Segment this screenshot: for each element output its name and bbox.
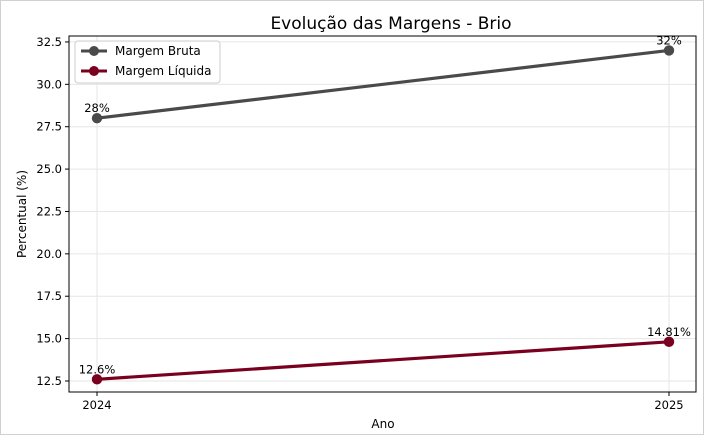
- x-tick-label: 2024: [82, 398, 111, 412]
- legend-marker-margem-liquida: [89, 66, 99, 76]
- y-tick-label: 22.5: [36, 204, 62, 218]
- legend: Margem Bruta Margem Líquida: [74, 40, 221, 84]
- legend-label-margem-liquida: Margem Líquida: [115, 64, 211, 78]
- y-tick-label: 12.5: [36, 374, 62, 388]
- plot-area: [68, 35, 697, 393]
- legend-box: [74, 40, 221, 84]
- data-point-margem-bruta: [663, 45, 675, 56]
- legend-label-margem-bruta: Margem Bruta: [115, 44, 201, 58]
- grid-lines: [69, 36, 696, 392]
- series-line-margem-bruta: [96, 48, 670, 120]
- x-axis-label: Ano: [371, 417, 394, 431]
- series-line-margem-liquida: [96, 340, 670, 381]
- y-axis-label: Percentual (%): [15, 170, 29, 258]
- y-tick-label: 32.5: [36, 35, 62, 49]
- y-tick-label: 27.5: [36, 120, 62, 134]
- data-point-margem-liquida: [91, 374, 103, 385]
- data-label-margem-liquida: 14.81%: [647, 325, 691, 339]
- legend-marker-margem-bruta: [89, 46, 99, 56]
- data-label-margem-liquida: 12.6%: [79, 362, 116, 376]
- axis-ticks: 12.5 15.0 17.5 20.0 22.5 25.0 27.5 30.0 32.5 2024…: [36, 35, 683, 412]
- y-tick-label: 20.0: [36, 247, 62, 261]
- x-tick-label: 2025: [654, 398, 683, 412]
- data-labels: 28% 32% 12.6% 14.81%: [79, 33, 691, 376]
- data-point-margem-liquida: [663, 336, 675, 348]
- y-tick-label: 25.0: [36, 162, 62, 176]
- data-point-margem-bruta: [91, 113, 103, 124]
- y-tick-label: 30.0: [36, 77, 62, 91]
- y-tick-label: 15.0: [36, 332, 62, 346]
- series-layer: [91, 45, 675, 385]
- data-label-margem-bruta: 32%: [656, 33, 682, 47]
- chart-title: Evolução das Margens - Brio: [270, 14, 511, 34]
- y-tick-label: 17.5: [36, 289, 62, 303]
- data-label-margem-bruta: 28%: [84, 101, 110, 115]
